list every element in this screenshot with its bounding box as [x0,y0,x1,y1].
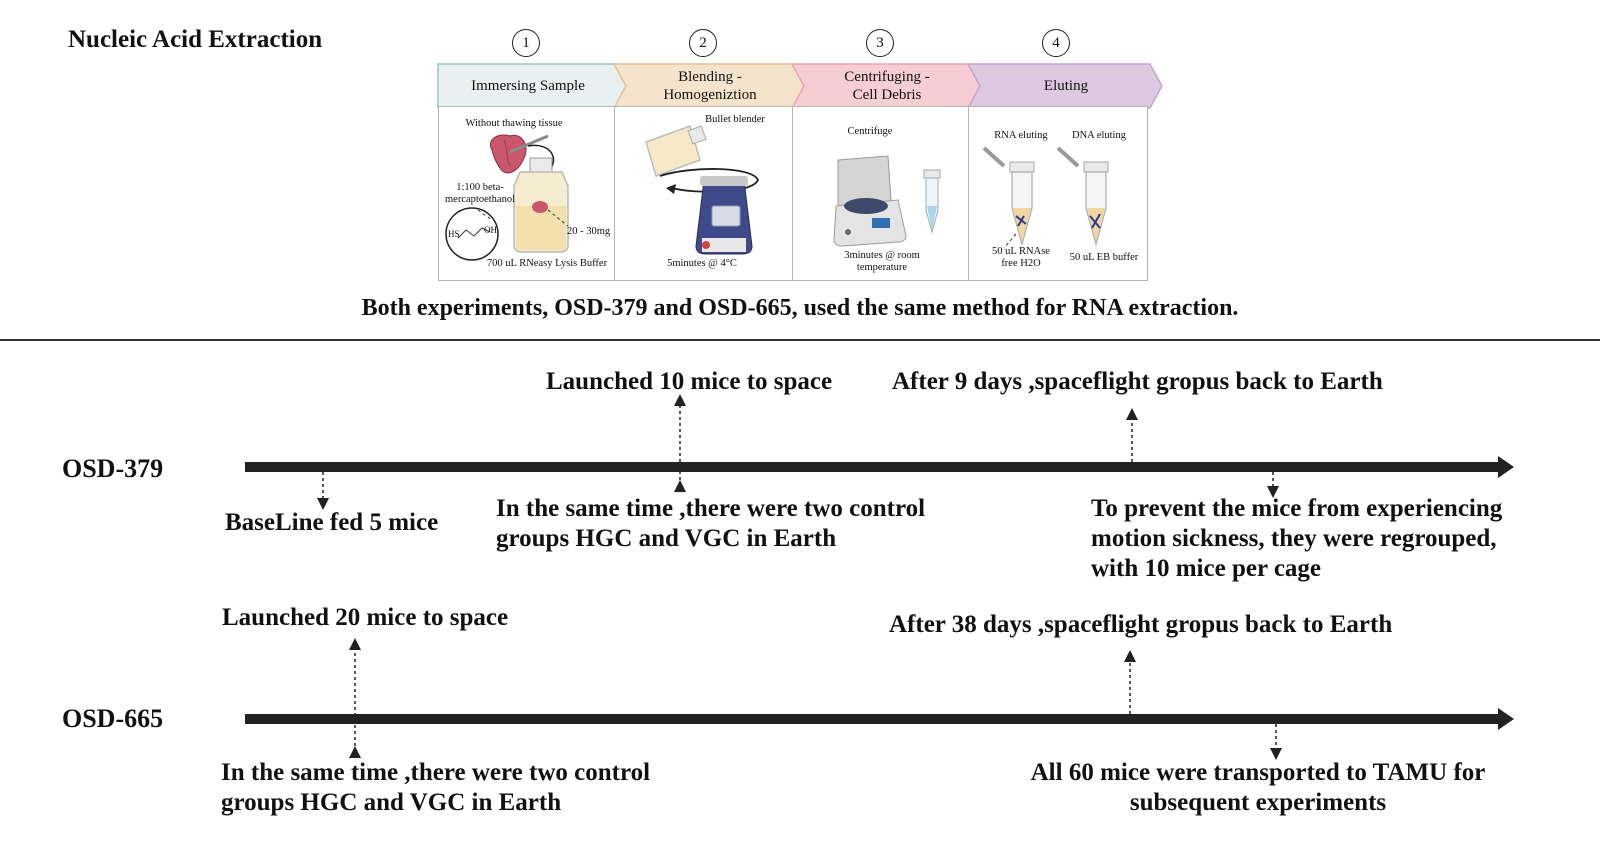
step-label-1: Immersing Sample [471,78,585,94]
rotation-arrow-icon [659,168,759,193]
panel1-top-label: Without thawing tissue [465,118,563,129]
timeline-osd665-arrowhead [1498,708,1514,730]
dna-elution-tube-icon [1056,146,1109,247]
timeline2-transport-text: All 60 mice were transported to TAMU for… [1030,759,1486,816]
panel4-dna-bottom-label: 50 uL EB buffer [1069,252,1139,263]
section-title: Nucleic Acid Extraction [68,26,323,53]
molecule-hs-label: HS [448,229,460,239]
panel1-buffer-label: 700 uL RNeasy Lysis Buffer [486,258,608,269]
panel4-dna-label: DNA eluting [1072,130,1126,141]
section-divider [0,339,1600,341]
panel3-bottom-label: 3minutes @ room temperature [844,250,920,273]
timeline2-return-text: After 38 days ,spaceflight gropus back t… [889,611,1393,638]
sample-tube-icon [923,169,941,235]
panel4-rna-label: RNA eluting [994,130,1048,141]
molecule-icon [445,207,499,261]
centrifuge-icon [833,155,907,247]
panel2-bottom-label: 5minutes @ 4°C [667,258,737,269]
timeline2-launch-text: Launched 20 mice to space [222,604,509,631]
forceps-icon [509,134,549,154]
step-number-3: 3 [866,29,894,57]
timeline2-label: OSD-665 [62,704,164,733]
timeline-osd379-bar [245,462,1505,472]
timeline1-control-text: In the same time ,there were two control… [496,495,926,552]
panel2-top-label: Bullet blender [705,114,765,125]
panel1-ratio-label: 1:100 beta-mercaptoethanol [445,182,515,205]
timeline2-control-text: In the same time ,there were two control… [221,759,651,816]
step-label-2: Blending - Homogeniztion [663,69,757,103]
molecule-oh-label: OH [484,225,497,235]
step-number-4: 4 [1042,29,1070,57]
rna-elution-tube-icon [982,146,1035,247]
tissue-sample-icon [490,134,527,174]
timeline1-return-text: After 9 days ,spaceflight gropus back to… [892,368,1383,395]
lysis-bottle-icon [513,157,569,253]
bullet-blender-icon [695,176,753,255]
step-label-3: Centrifuging - Cell Debris [844,69,930,103]
timeline1-label: OSD-379 [62,454,164,483]
method-caption: Both experiments, OSD-379 and OSD-665, u… [361,295,1239,321]
panel4-rna-bottom-label: 50 uL RNAse free H2O [992,246,1050,269]
chevron-4 [966,63,1163,109]
panel-eluting [968,106,1148,281]
timeline1-regroup-text: To prevent the mice from experiencing mot… [1091,495,1503,582]
step-label-4: Eluting [1043,78,1089,94]
timeline1-launch-text: Launched 10 mice to space [546,368,833,395]
timeline-osd665-bar [245,714,1505,724]
pouring-bottle-icon [645,125,707,177]
step-number-2: 2 [689,29,717,57]
timeline1-baseline-text: BaseLine fed 5 mice [225,509,439,536]
panel1-mass-label: 20 - 30mg [567,226,611,237]
step-number-1: 1 [512,29,540,57]
panel3-top-label: Centrifuge [847,126,893,137]
